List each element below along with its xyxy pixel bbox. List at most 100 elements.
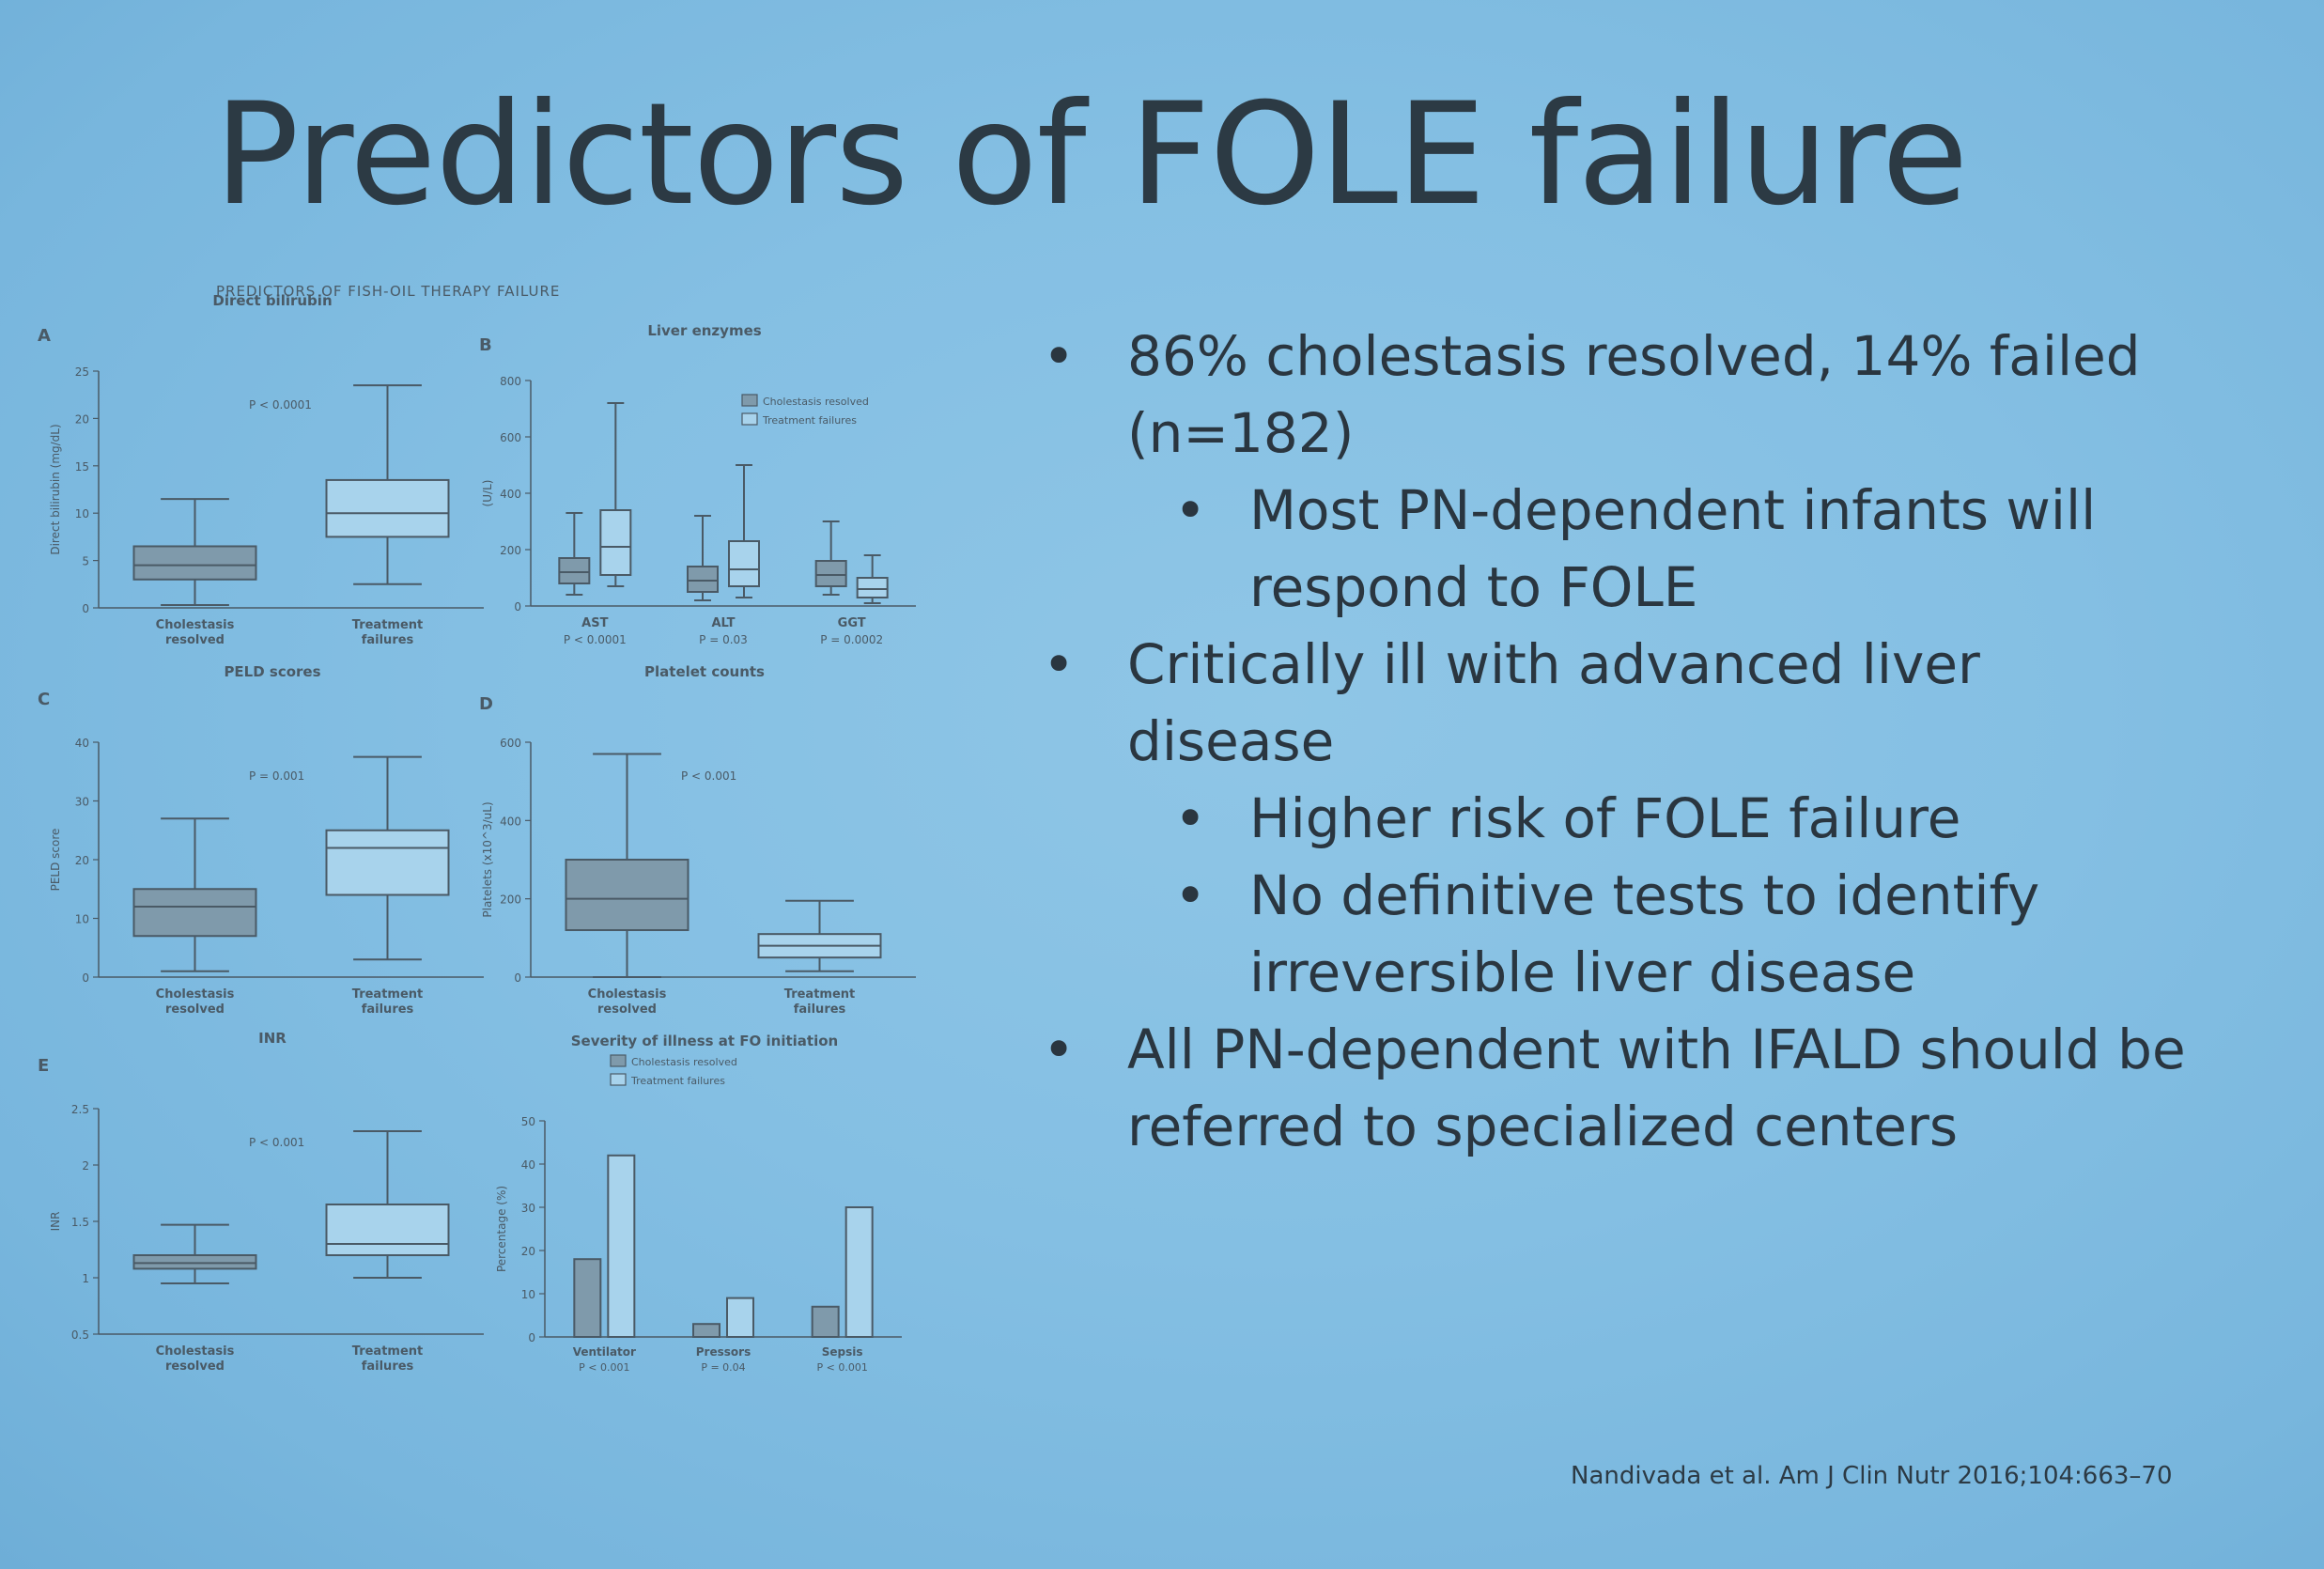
- x-tick-label: Sepsis: [822, 1345, 863, 1359]
- legend-label: Cholestasis resolved: [631, 1056, 737, 1068]
- bullet-dot-icon: •: [1174, 863, 1207, 927]
- y-tick-label: 40: [75, 737, 89, 750]
- x-tick-label: Cholestasis: [156, 618, 235, 632]
- box-iqr: [856, 577, 889, 598]
- y-tick-label: 600: [500, 431, 521, 444]
- x-tick-label: failures: [794, 1002, 846, 1017]
- legend-label: Cholestasis resolved: [763, 396, 869, 408]
- y-tick-label: 1.5: [71, 1216, 89, 1229]
- y-tick-label: 15: [75, 460, 89, 474]
- legend-swatch: [610, 1054, 627, 1067]
- y-tick-label: 20: [75, 854, 89, 867]
- bullet-dot-icon: •: [1043, 1018, 1076, 1081]
- x-tick-label: Treatment: [784, 987, 856, 1002]
- bullet-text: 86% cholestasis resolved, 14% failed (n=…: [1127, 324, 2141, 465]
- y-tick-label: 400: [500, 488, 521, 501]
- panel-title: PELD scores: [224, 663, 320, 680]
- y-tick-label: 25: [75, 365, 89, 379]
- p-value-label: P < 0.001: [681, 769, 736, 783]
- y-tick-label: 20: [75, 412, 89, 426]
- y-axis-label: (U/L): [481, 480, 494, 507]
- p-value-label: P < 0.0001: [249, 398, 312, 412]
- figure-panel: PREDICTORS OF FISH-OIL THERAPY FAILURE A…: [19, 268, 921, 1423]
- panel-letter: E: [38, 1056, 49, 1076]
- bullet-text: Critically ill with advanced liver disea…: [1127, 632, 1980, 773]
- legend-label: Treatment failures: [630, 1075, 725, 1087]
- y-tick-label: 0: [82, 971, 89, 985]
- x-tick-label: Cholestasis: [156, 1344, 235, 1359]
- y-axis-label: Percentage (%): [495, 1186, 508, 1272]
- y-tick-label: 30: [521, 1202, 535, 1215]
- y-tick-label: 10: [75, 913, 89, 926]
- bar: [573, 1258, 602, 1338]
- x-tick-label: Treatment: [352, 987, 424, 1002]
- y-tick-label: 0: [514, 971, 521, 985]
- x-tick-label: Treatment: [352, 618, 424, 632]
- box-iqr: [132, 1254, 257, 1270]
- bullet-item: • All PN-dependent with IFALD should be r…: [1043, 1011, 2198, 1165]
- panel-title: INR: [258, 1030, 287, 1047]
- p-value-label: P = 0.04: [701, 1361, 745, 1374]
- p-value-label: P < 0.001: [249, 1136, 304, 1149]
- legend-swatch: [741, 394, 758, 407]
- p-value-label: P = 0.0002: [820, 633, 883, 646]
- x-tick-label: failures: [362, 1359, 414, 1374]
- y-tick-label: 2: [82, 1159, 89, 1173]
- y-tick-label: 0: [514, 600, 521, 614]
- panel-letter: A: [38, 326, 51, 346]
- legend-swatch: [610, 1073, 627, 1086]
- y-tick-label: 5: [82, 555, 89, 568]
- box-iqr: [728, 540, 760, 587]
- y-tick-label: 0: [528, 1331, 535, 1344]
- y-tick-label: 50: [521, 1115, 535, 1128]
- p-value-label: P < 0.0001: [564, 633, 627, 646]
- bullet-text: Most PN-dependent infants will respond t…: [1249, 478, 2097, 619]
- y-tick-label: 1: [82, 1272, 89, 1285]
- y-tick-label: 20: [521, 1245, 535, 1258]
- p-value-label: P < 0.001: [816, 1361, 867, 1374]
- x-tick-label: ALT: [711, 616, 735, 630]
- sub-bullet-item: • Most PN-dependent infants will respond …: [1043, 472, 2198, 626]
- panel-letter: C: [38, 690, 50, 709]
- bullet-dot-icon: •: [1043, 324, 1076, 388]
- y-tick-label: 40: [521, 1158, 535, 1172]
- p-value-label: P = 0.03: [699, 633, 748, 646]
- box-iqr: [687, 566, 719, 593]
- y-tick-label: 10: [75, 507, 89, 520]
- y-tick-label: 600: [500, 737, 521, 750]
- bullet-dot-icon: •: [1174, 786, 1207, 850]
- x-tick-label: Cholestasis: [156, 987, 235, 1002]
- bullet-item: • 86% cholestasis resolved, 14% failed (n…: [1043, 318, 2198, 472]
- x-tick-label: failures: [362, 633, 414, 647]
- y-tick-label: 30: [75, 796, 89, 809]
- bullet-list: • 86% cholestasis resolved, 14% failed (n…: [1043, 318, 2198, 1165]
- panel-title: Liver enzymes: [647, 322, 761, 339]
- x-tick-label: resolved: [165, 1002, 225, 1017]
- figure-svg: PREDICTORS OF FISH-OIL THERAPY FAILURE A…: [38, 283, 916, 1374]
- bar: [607, 1154, 636, 1338]
- y-axis-label: Direct bilirubin (mg/dL): [49, 424, 62, 554]
- sub-bullet-item: • No definitive tests to identify irrever…: [1043, 857, 2198, 1011]
- x-tick-label: GGT: [838, 616, 866, 630]
- legend-label: Treatment failures: [762, 414, 857, 427]
- box-iqr: [132, 888, 257, 938]
- box-iqr: [558, 557, 591, 584]
- box-iqr: [814, 560, 847, 587]
- bullet-dot-icon: •: [1043, 632, 1076, 696]
- y-tick-label: 200: [500, 893, 521, 907]
- y-tick-label: 0: [82, 602, 89, 615]
- panel-title: Direct bilirubin: [212, 292, 332, 309]
- bullet-text: No definitive tests to identify irrevers…: [1249, 863, 2040, 1004]
- x-tick-label: resolved: [165, 633, 225, 647]
- x-tick-label: Cholestasis: [588, 987, 667, 1002]
- x-tick-label: Ventilator: [573, 1345, 636, 1359]
- bullet-text: All PN-dependent with IFALD should be re…: [1127, 1018, 2186, 1158]
- box-iqr: [325, 1204, 450, 1256]
- y-axis-label: Platelets (x10^3/uL): [481, 801, 494, 917]
- bullet-item: • Critically ill with advanced liver dise…: [1043, 626, 2198, 780]
- box-iqr: [132, 545, 257, 581]
- panel-letter: B: [479, 335, 492, 355]
- y-tick-label: 800: [500, 375, 521, 388]
- bar: [692, 1323, 720, 1338]
- bar: [811, 1305, 840, 1339]
